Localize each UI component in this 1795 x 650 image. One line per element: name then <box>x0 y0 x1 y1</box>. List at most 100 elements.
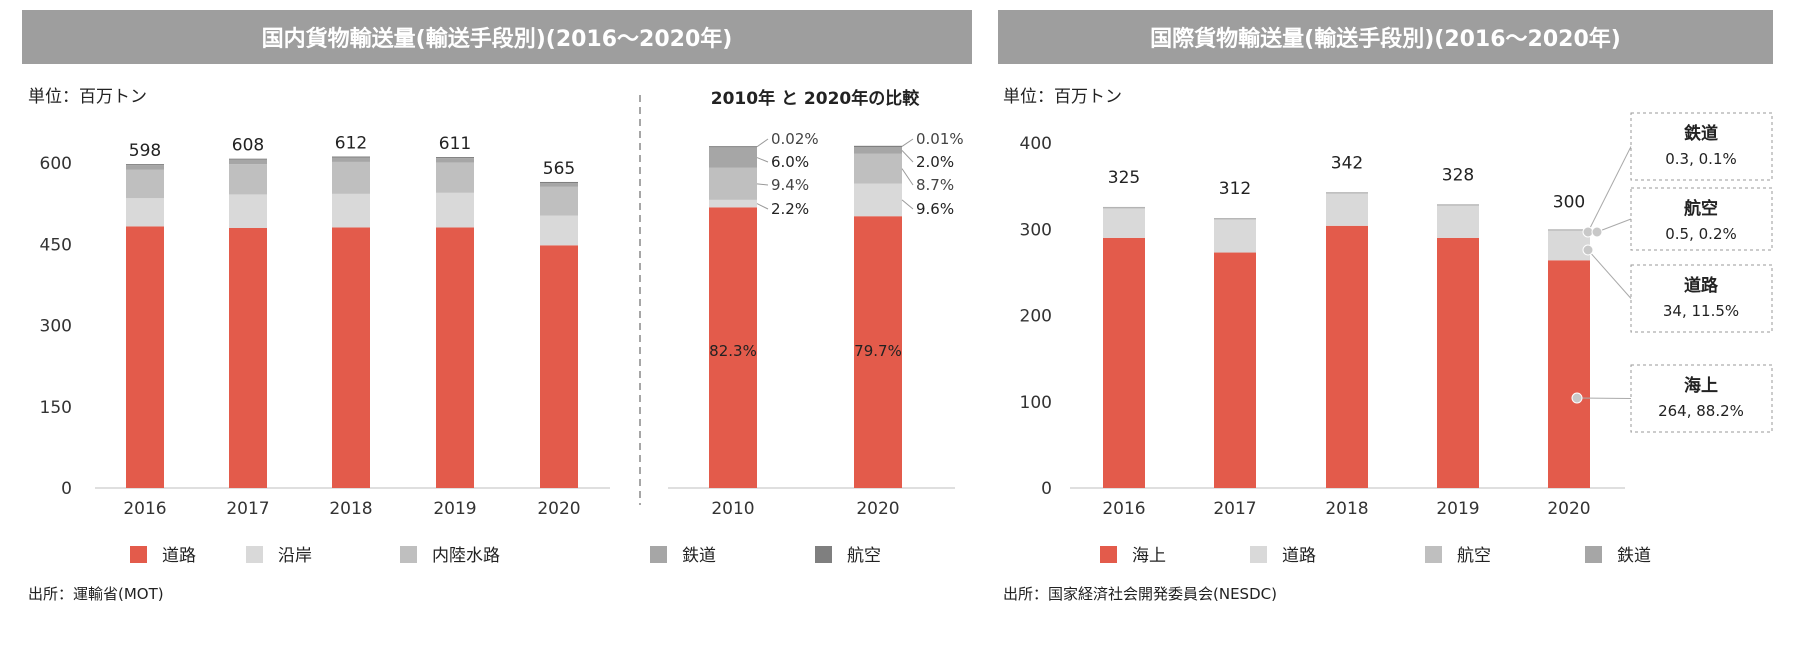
international-x-tick-label: 2017 <box>1213 499 1256 519</box>
international-total-label: 328 <box>1442 165 1474 185</box>
callout-value-鉄道: 0.3, 0.1% <box>1665 150 1737 168</box>
comparison-沿岸-percent-label: 2.2% <box>771 200 809 218</box>
domestic-x-tick-label: 2020 <box>537 499 580 519</box>
international-bar-航空-2020 <box>1548 230 1590 231</box>
domestic-legend-swatch-内陸水路 <box>400 546 417 563</box>
international-legend-label-道路: 道路 <box>1282 546 1316 566</box>
domestic-total-label: 565 <box>543 159 575 179</box>
domestic-legend-swatch-航空 <box>815 546 832 563</box>
international-bar-道路-2017 <box>1214 219 1256 253</box>
domestic-bar-道路-2020 <box>540 245 578 488</box>
comparison-label-leader <box>901 138 914 147</box>
domestic-bar-内陸水路-2020 <box>540 186 578 216</box>
international-legend-label-海上: 海上 <box>1132 546 1166 566</box>
callout-box-海上 <box>1630 364 1773 433</box>
international-y-tick-label: 300 <box>1020 220 1052 240</box>
comparison-bar-航空-2020 <box>854 145 902 147</box>
international-bar-鉄道-2018 <box>1326 192 1368 194</box>
international-x-tick-label: 2016 <box>1102 499 1145 519</box>
international-x-tick-label: 2018 <box>1325 499 1368 519</box>
callout-marker-海上 <box>1571 392 1583 404</box>
callout-name-海上: 海上 <box>1684 375 1718 396</box>
comparison-label-leader <box>901 150 914 163</box>
domestic-bar-航空-2020 <box>540 181 578 184</box>
international-bar-鉄道-2019 <box>1437 204 1479 206</box>
domestic-bar-鉄道-2017 <box>229 159 267 165</box>
domestic-legend-swatch-沿岸 <box>246 546 263 563</box>
international-y-tick-label: 100 <box>1020 393 1052 413</box>
domestic-bar-航空-2017 <box>229 158 267 160</box>
domestic-bar-道路-2016 <box>126 226 164 488</box>
international-total-label: 325 <box>1108 168 1140 188</box>
international-x-tick-label: 2020 <box>1547 499 1590 519</box>
comparison-航空-percent-label: 0.02% <box>771 130 819 148</box>
domestic-bar-内陸水路-2016 <box>126 169 164 199</box>
international-legend-swatch-道路 <box>1250 546 1267 563</box>
international-legend-swatch-海上 <box>1100 546 1117 563</box>
international-bar-海上-2018 <box>1326 225 1368 489</box>
domestic-bar-沿岸-2017 <box>229 194 267 228</box>
domestic-unit-label: 単位：百万トン <box>28 87 147 107</box>
domestic-bar-内陸水路-2017 <box>229 164 267 195</box>
comparison-bar-内陸水路-2020 <box>854 153 902 184</box>
domestic-y-tick-label: 600 <box>40 154 72 174</box>
domestic-bar-沿岸-2018 <box>332 193 370 228</box>
international-bar-航空-2018 <box>1326 193 1368 194</box>
comparison-label-leader <box>756 138 769 148</box>
international-legend-label-航空: 航空 <box>1457 546 1491 566</box>
domestic-bar-鉄道-2019 <box>436 158 474 163</box>
comparison-bar-内陸水路-2010 <box>709 167 757 200</box>
domestic-bar-道路-2017 <box>229 228 267 488</box>
comparison-bar-鉄道-2010 <box>709 147 757 168</box>
domestic-legend-label-航空: 航空 <box>847 546 881 566</box>
domestic-source-label: 出所：運輸省(MOT) <box>28 585 164 603</box>
international-y-tick-label: 400 <box>1020 134 1052 154</box>
comparison-label-leader <box>756 157 769 163</box>
domestic-bar-航空-2019 <box>436 157 474 159</box>
callout-marker-航空 <box>1591 226 1603 238</box>
callout-box-鉄道 <box>1630 112 1773 181</box>
international-legend-swatch-鉄道 <box>1585 546 1602 563</box>
international-bar-航空-2016 <box>1103 207 1145 209</box>
international-y-tick-label: 200 <box>1020 307 1052 327</box>
comparison-road-percent-label: 79.7% <box>854 342 902 360</box>
comparison-bar-航空-2010 <box>709 146 757 148</box>
domestic-x-tick-label: 2017 <box>226 499 269 519</box>
domestic-bar-鉄道-2018 <box>332 157 370 162</box>
callout-value-道路: 34, 11.5% <box>1663 302 1739 320</box>
comparison-内陸水路-percent-label: 8.7% <box>916 176 954 194</box>
domestic-legend-label-沿岸: 沿岸 <box>278 546 312 566</box>
international-legend-swatch-航空 <box>1425 546 1442 563</box>
comparison-x-tick-label: 2010 <box>711 499 754 519</box>
international-y-tick-label: 0 <box>1041 479 1052 499</box>
comparison-鉄道-percent-label: 6.0% <box>771 153 809 171</box>
comparison-航空-percent-label: 0.01% <box>916 130 964 148</box>
domestic-x-tick-label: 2019 <box>433 499 476 519</box>
callout-leader-道路 <box>1587 249 1632 299</box>
comparison-鉄道-percent-label: 2.0% <box>916 153 954 171</box>
domestic-bar-沿岸-2019 <box>436 192 474 228</box>
callout-name-航空: 航空 <box>1684 198 1718 219</box>
international-legend-label-鉄道: 鉄道 <box>1617 546 1651 566</box>
callout-value-海上: 264, 88.2% <box>1658 402 1744 420</box>
international-bar-鉄道-2016 <box>1103 206 1145 208</box>
domestic-bar-航空-2018 <box>332 156 370 158</box>
domestic-legend-label-内陸水路: 内陸水路 <box>432 546 500 566</box>
international-bar-海上-2019 <box>1437 237 1479 488</box>
domestic-bar-道路-2018 <box>332 227 370 489</box>
callout-leader-海上 <box>1576 397 1632 399</box>
callout-name-道路: 道路 <box>1684 275 1719 296</box>
international-x-tick-label: 2019 <box>1436 499 1479 519</box>
domestic-bar-沿岸-2020 <box>540 215 578 246</box>
international-total-label: 312 <box>1219 179 1251 199</box>
domestic-bar-道路-2019 <box>436 227 474 489</box>
international-source-label: 出所：国家経済社会開発委員会(NESDC) <box>1003 585 1277 603</box>
domestic-bar-沿岸-2016 <box>126 198 164 227</box>
comparison-内陸水路-percent-label: 9.4% <box>771 176 809 194</box>
callout-box-航空 <box>1630 187 1773 251</box>
domestic-total-label: 598 <box>129 141 161 161</box>
callout-name-鉄道: 鉄道 <box>1684 123 1718 144</box>
comparison-road-percent-label: 82.3% <box>709 342 757 360</box>
international-bar-海上-2016 <box>1103 237 1145 488</box>
